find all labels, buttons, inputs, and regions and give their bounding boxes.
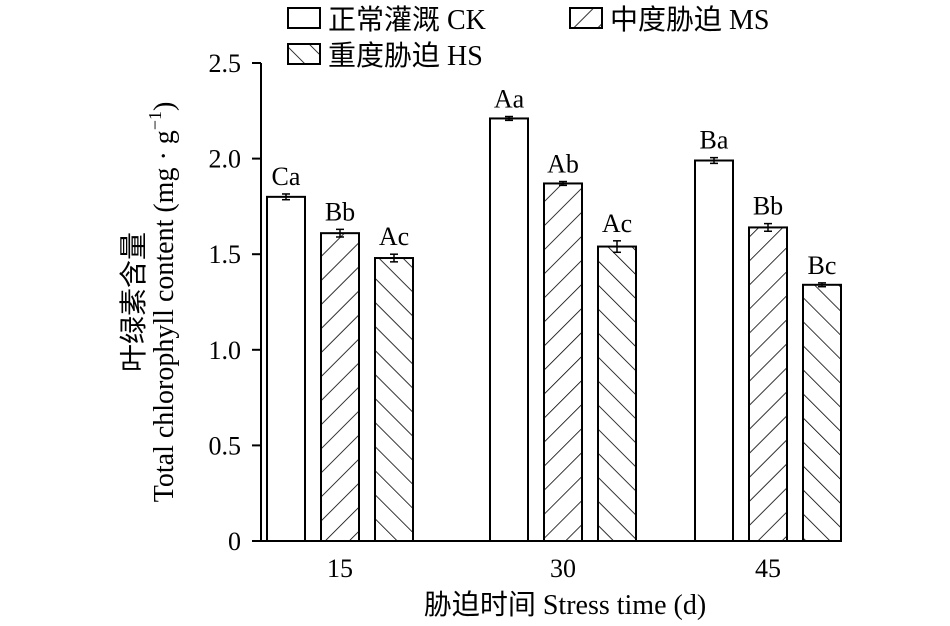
bar-label-15-series-0: Ca (272, 162, 301, 191)
x-ticks: 15 30 45 (327, 554, 781, 583)
bar-45-series-0 (694, 159, 734, 542)
bars: Ca Bb Ac Aa Ab Ac Ba Bb Bc (266, 85, 842, 542)
y-axis-title-cn: 叶绿素含量 (118, 232, 150, 372)
bar-label-15-series-1: Bb (325, 197, 355, 226)
x-tick-label-15: 15 (327, 554, 353, 583)
y-tick-label-3: 1.5 (209, 240, 242, 269)
error-bar-45-series-1 (764, 222, 772, 233)
bar-label-45-series-2: Bc (808, 251, 837, 280)
bar-15-series-2 (374, 257, 414, 542)
bar-label-30-series-1: Ab (547, 150, 579, 179)
legend-swatch-series-1 (569, 7, 603, 29)
bar-15-series-0 (266, 195, 306, 542)
bar-15-series-1 (320, 232, 360, 542)
x-tick-label-45: 45 (755, 554, 781, 583)
legend-label-series-0: 正常灌溉 CK (328, 4, 486, 36)
error-bar-15-series-1 (336, 228, 344, 238)
bar-30-series-1 (543, 182, 583, 542)
y-tick-label-5: 2.5 (209, 49, 242, 78)
bar-label-15-series-2: Ac (379, 222, 409, 251)
legend-swatch-series-0 (287, 7, 321, 29)
legend-item-series-1: 中度胁迫 MS (569, 4, 769, 36)
error-bar-30-series-1 (559, 180, 567, 187)
legend-label-series-1: 中度胁迫 MS (610, 4, 769, 36)
error-bar-30-series-0 (505, 115, 513, 122)
bar-45-series-2 (802, 283, 842, 542)
legend-item-series-2: 重度胁迫 HS (287, 40, 483, 72)
y-tick-label-1: 0.5 (209, 431, 242, 460)
bar-label-45-series-1: Bb (753, 192, 783, 221)
error-bar-15-series-2 (390, 253, 398, 263)
error-bar-15-series-0 (282, 193, 290, 201)
y-tick-label-4: 2.0 (209, 145, 242, 174)
y-tick-label-0: 0 (228, 527, 241, 556)
legend: 正常灌溉 CK 中度胁迫 MS 重度胁迫 HS (287, 4, 769, 72)
legend-label-series-2: 重度胁迫 HS (328, 40, 483, 72)
bar-45-series-1 (748, 226, 788, 542)
error-bar-45-series-0 (710, 156, 718, 165)
bar-30-series-2 (597, 245, 637, 542)
bar-label-30-series-2: Ac (602, 209, 632, 238)
bar-30-series-0 (489, 117, 529, 542)
y-ticks: 0 0.5 1.0 1.5 2.0 2.5 (209, 49, 261, 556)
legend-swatch-series-2 (287, 43, 321, 65)
x-axis-title: 胁迫时间 Stress time (d) (424, 589, 706, 621)
y-tick-label-2: 1.0 (209, 336, 242, 365)
error-bar-30-series-2 (613, 240, 621, 254)
bar-label-30-series-0: Aa (494, 85, 525, 114)
error-bar-45-series-2 (818, 282, 826, 288)
legend-item-series-0: 正常灌溉 CK (287, 4, 486, 36)
bar-label-45-series-0: Ba (700, 126, 729, 155)
x-tick-label-30: 30 (550, 554, 576, 583)
y-axis-title-en: Total chlorophyll content (mg · g−1) (145, 102, 180, 503)
y-axis-title: 叶绿素含量 Total chlorophyll content (mg · g−… (118, 102, 180, 503)
